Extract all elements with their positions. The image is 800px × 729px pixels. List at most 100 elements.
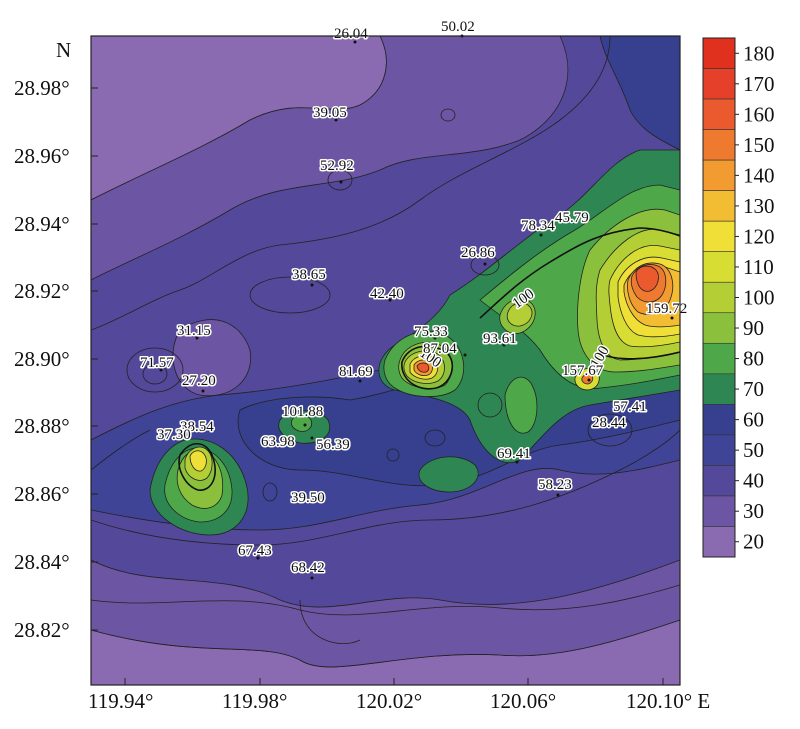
contour-line-100-east xyxy=(479,227,680,319)
site-value-label: 159.72 xyxy=(646,301,687,317)
legend-swatch xyxy=(702,37,736,69)
site-marker: 26.04 xyxy=(333,25,370,44)
site-value-label: 50.02 xyxy=(441,19,475,35)
x-axis-ticks: 119.94° 119.98° 120.02° 120.06° 120.10° … xyxy=(88,689,710,713)
site-marker: 31.15 xyxy=(176,322,213,341)
site-marker: 159.72 xyxy=(645,300,689,320)
site-marker: 45.79 xyxy=(554,209,591,228)
sample-sites: 26.04 50.02 39.05 52.92 78.34 45.79 26.8… xyxy=(139,18,689,580)
color-legend: 180 170 160 150 140 130 120 110 100 90 80 70 60 50 40 3… xyxy=(702,37,775,558)
contour-band-80-90-south xyxy=(504,376,538,434)
contour-band-160-170-centre xyxy=(416,362,430,373)
legend-swatch xyxy=(702,495,736,527)
contour-band-site-101 xyxy=(291,414,313,432)
legend-swatch xyxy=(702,312,736,344)
site-value-label: 56.39 xyxy=(316,437,350,453)
site-marker: 52.92 xyxy=(319,157,355,184)
site-value-label: 101.88 xyxy=(282,404,323,420)
site-value-label: 37.30 xyxy=(157,427,191,443)
site-marker: 75.33 xyxy=(413,323,450,342)
legend-level-label: 130 xyxy=(743,194,775,218)
site-value-label: 71.57 xyxy=(140,355,174,371)
legend-swatch xyxy=(702,159,736,191)
site-value-label: 27.20 xyxy=(182,373,216,389)
site-value-label: 57.41 xyxy=(613,399,647,415)
site-marker: 63.98 xyxy=(260,433,297,452)
site-marker: 69.41 xyxy=(496,445,532,464)
site-marker: 42.40 xyxy=(369,285,406,304)
legend-swatch xyxy=(702,190,736,222)
site-value-label: 81.69 xyxy=(339,364,373,380)
contour-line-100-east-lower xyxy=(597,351,680,360)
legend-level-label: 30 xyxy=(743,499,764,523)
site-marker: 93.61 xyxy=(482,330,519,349)
minor-contours xyxy=(91,36,680,644)
legend-level-label: 60 xyxy=(743,408,764,432)
site-value-label: 78.34 xyxy=(521,218,555,234)
site-value-label: 63.98 xyxy=(261,434,295,450)
y-axis-ticks: 28.98° 28.96° 28.94° 28.92° 28.90° 28.88… xyxy=(14,76,70,642)
site-marker: 67.43 xyxy=(237,542,274,561)
contour-field: 100 100 100 xyxy=(91,36,680,685)
legend-swatch xyxy=(702,68,736,100)
y-tick-label: 28.86° xyxy=(14,482,70,506)
legend-swatch xyxy=(702,98,736,130)
site-value-label: 52.92 xyxy=(320,158,354,174)
site-marker: 57.41 xyxy=(612,398,649,417)
legend-level-label: 160 xyxy=(743,102,775,126)
site-marker: 27.20 xyxy=(181,372,217,393)
site-marker: 39.50 xyxy=(290,489,327,508)
site-marker: 87.04 xyxy=(422,340,467,359)
site-value-label: 38.54 xyxy=(180,419,214,435)
x-tick-label: 120.06° xyxy=(490,689,556,713)
legend-level-label: 140 xyxy=(743,163,775,187)
site-value-label: 38.65 xyxy=(292,267,326,283)
legend-swatch xyxy=(702,220,736,253)
contour-band-160-170 xyxy=(635,265,659,292)
site-value-label: 31.15 xyxy=(177,323,211,339)
legend-level-label: 70 xyxy=(743,377,764,401)
y-tick-label: 28.84° xyxy=(14,550,70,574)
north-label: N xyxy=(56,38,71,62)
legend-level-label: 110 xyxy=(743,255,774,279)
legend-swatch xyxy=(702,342,736,375)
legend-level-label: 90 xyxy=(743,316,764,340)
legend-swatch xyxy=(702,404,736,436)
site-marker: 81.69 xyxy=(338,363,374,383)
site-value-label: 26.04 xyxy=(334,26,368,42)
legend-swatch xyxy=(702,526,736,558)
y-tick-label: 28.82° xyxy=(14,618,70,642)
site-marker: 78.34 xyxy=(520,217,557,237)
site-value-label: 42.40 xyxy=(370,286,404,302)
x-tick-label: 119.94° xyxy=(88,689,153,713)
x-tick-label: 120.10° E xyxy=(626,689,710,713)
site-marker: 101.88 xyxy=(281,403,325,427)
legend-swatch xyxy=(702,465,736,497)
y-tick-label: 28.92° xyxy=(14,279,70,303)
site-value-label: 39.50 xyxy=(291,490,325,506)
plot-frame xyxy=(90,35,681,686)
contour-band-hotspot-east-core xyxy=(581,373,594,385)
contour-band-30-40-south xyxy=(91,559,680,668)
legend-swatch xyxy=(702,129,736,161)
site-marker: 37.30 xyxy=(156,426,193,445)
contour-band-30-40-north xyxy=(91,36,569,281)
legend-level-label: 120 xyxy=(743,224,775,248)
site-marker: 50.02 xyxy=(440,18,476,38)
x-tick-label: 120.02° xyxy=(356,689,422,713)
legend-level-label: 100 xyxy=(743,286,775,310)
site-marker: 71.57 xyxy=(139,354,176,373)
site-value-label: 28.44 xyxy=(592,415,626,431)
site-marker: 38.54 xyxy=(179,418,216,437)
contour-band-hotspot-west-core xyxy=(189,450,207,472)
legend-level-label: 150 xyxy=(743,133,775,157)
y-tick-label: 28.98° xyxy=(14,76,70,100)
legend-level-label: 40 xyxy=(743,469,764,493)
site-marker: 56.39 xyxy=(310,436,351,455)
legend-swatch xyxy=(702,281,736,314)
site-value-label: 93.61 xyxy=(483,331,517,347)
site-marker: 157.67 xyxy=(561,362,605,382)
site-value-label: 45.79 xyxy=(555,210,589,226)
site-value-label: 67.43 xyxy=(238,543,272,559)
